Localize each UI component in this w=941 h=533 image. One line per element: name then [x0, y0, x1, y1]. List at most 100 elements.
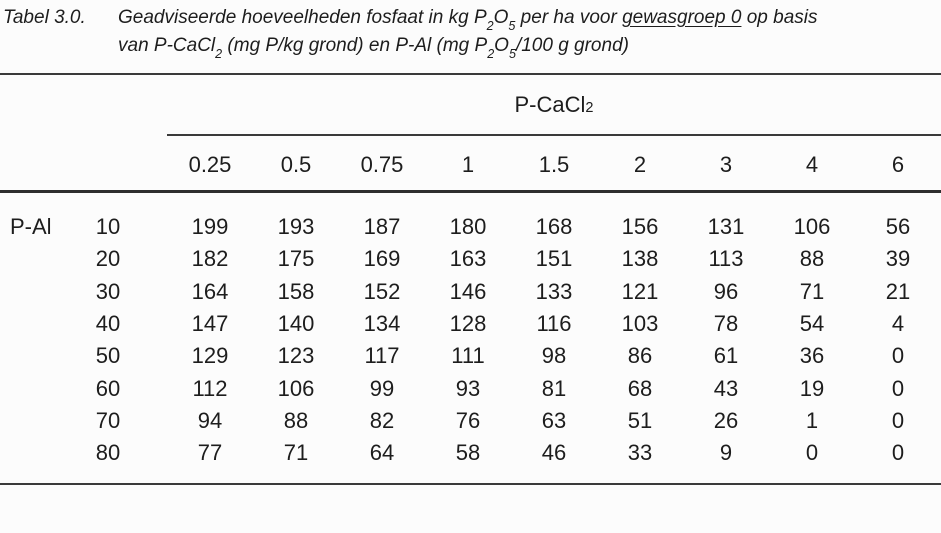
table-cell: 138	[621, 246, 659, 272]
table-cell: 103	[621, 311, 659, 337]
row-axis-label	[0, 340, 85, 372]
table-cell: 56	[885, 214, 911, 240]
table-cell: 147	[191, 311, 229, 337]
table-cell: 71	[799, 278, 825, 304]
table-cell: 128	[449, 311, 487, 337]
table-cell: 187	[363, 214, 401, 240]
caption-text-segment: O	[494, 35, 509, 56]
table-cell: 63	[541, 407, 567, 433]
table-caption-label: Tabel 3.0.	[3, 7, 86, 28]
table-cell: 123	[277, 343, 315, 369]
table-cell: 164	[191, 278, 229, 304]
caption-text-segment: van P-CaCl	[118, 35, 216, 56]
table-cell: 151	[535, 246, 573, 272]
table-cell: 140	[277, 311, 315, 337]
table-cell: 86	[627, 343, 653, 369]
table-cell: 54	[799, 311, 825, 337]
row-axis-label	[0, 308, 85, 340]
caption-text-segment: op basis	[741, 7, 818, 28]
row-axis-label	[0, 243, 85, 275]
table-cell: 51	[627, 407, 653, 433]
row-axis-label	[0, 372, 85, 404]
table-cell: 0	[891, 407, 905, 433]
table-cell: 169	[363, 246, 401, 272]
table-row: P-Al 10 199 193 187 180 168 156 131 106 56	[0, 211, 941, 243]
row-axis-label	[0, 405, 85, 437]
table-cell: 21	[885, 278, 911, 304]
table-cell: 82	[369, 407, 395, 433]
table-cell: 99	[369, 375, 395, 401]
caption-text-segment: O	[493, 7, 509, 28]
row-axis-label	[0, 276, 85, 308]
caption-underlined-term: gewasgroep 0	[622, 7, 742, 28]
table-cell: 36	[799, 343, 825, 369]
table-cell: 111	[451, 343, 485, 369]
header-body-rule	[0, 190, 941, 193]
table-top-rule	[0, 73, 941, 75]
table-cell: 106	[793, 214, 831, 240]
table-cell: 0	[891, 343, 905, 369]
table-cell: 76	[455, 407, 481, 433]
table-row: 20 182 175 169 163 151 138 113 88 39	[0, 243, 941, 275]
table-cell: 112	[192, 375, 228, 401]
column-header: 2	[633, 152, 647, 177]
table-row: 60 112 106 99 93 81 68 43 19 0	[0, 372, 941, 404]
row-axis-label	[0, 437, 85, 469]
table-row: 70 94 88 82 76 63 51 26 1 0	[0, 405, 941, 437]
table-caption: Tabel 3.0. Geadviseerde hoeveelheden fos…	[3, 4, 933, 60]
table-body: P-Al 10 199 193 187 180 168 156 131 106 56 20 182 175…	[0, 211, 941, 469]
table-cell: 64	[369, 440, 395, 466]
caption-subscript: 2	[487, 47, 495, 62]
table-cell: 77	[197, 440, 223, 466]
table-cell: 88	[283, 407, 309, 433]
column-header: 3	[719, 152, 733, 177]
row-header: 70	[95, 407, 121, 433]
caption-subscript: 2	[215, 47, 223, 62]
table-cell: 117	[364, 343, 400, 369]
table-cell: 156	[621, 214, 659, 240]
caption-text-segment: per ha voor	[515, 7, 623, 28]
table-cell: 121	[621, 278, 659, 304]
caption-text-segment: Geadviseerde hoeveelheden fosfaat in kg …	[118, 7, 487, 28]
table-cell: 113	[708, 246, 744, 272]
table-cell: 9	[719, 440, 733, 466]
table-cell: 163	[449, 246, 487, 272]
row-axis-label: P-Al	[10, 214, 52, 240]
table-row: 40 147 140 134 128 116 103 78 54 4	[0, 308, 941, 340]
table-cell: 0	[891, 440, 905, 466]
column-header: 1	[461, 152, 475, 177]
table-cell: 152	[363, 278, 401, 304]
table-cell: 199	[191, 214, 229, 240]
table-cell: 33	[627, 440, 653, 466]
caption-line-2: van P-CaCl2 (mg P/kg grond) en P-Al (mg …	[118, 32, 818, 60]
table-row: 50 129 123 117 111 98 86 61 36 0	[0, 340, 941, 372]
table-row: 80 77 71 64 58 46 33 9 0 0	[0, 437, 941, 469]
table-cell: 94	[197, 407, 223, 433]
row-header: 20	[95, 246, 121, 272]
table-cell: 61	[713, 343, 739, 369]
table-cell: 88	[799, 246, 825, 272]
table-cell: 0	[805, 440, 819, 466]
table-cell: 129	[191, 343, 229, 369]
caption-subscript: 5	[508, 19, 516, 34]
column-header: 0.75	[360, 152, 404, 177]
table-cell: 133	[535, 278, 573, 304]
column-headers-row: 0.25 0.5 0.75 1 1.5 2 3 4 6	[167, 150, 941, 180]
table-cell: 43	[713, 375, 739, 401]
table-row: 30 164 158 152 146 133 121 96 71 21	[0, 276, 941, 308]
column-header: 0.25	[188, 152, 232, 177]
table-cell: 71	[283, 440, 309, 466]
table-cell: 96	[713, 278, 739, 304]
row-header: 80	[95, 440, 121, 466]
table-cell: 58	[455, 440, 481, 466]
table-cell: 4	[891, 311, 905, 337]
row-header: 50	[95, 343, 121, 369]
row-header: 30	[95, 278, 121, 304]
table-cell: 93	[455, 375, 481, 401]
table-cell: 68	[627, 375, 653, 401]
group-header-text: P-CaCl	[514, 92, 586, 117]
table-cell: 175	[277, 246, 315, 272]
column-header: 0.5	[280, 152, 312, 177]
group-header-rule	[167, 134, 941, 136]
